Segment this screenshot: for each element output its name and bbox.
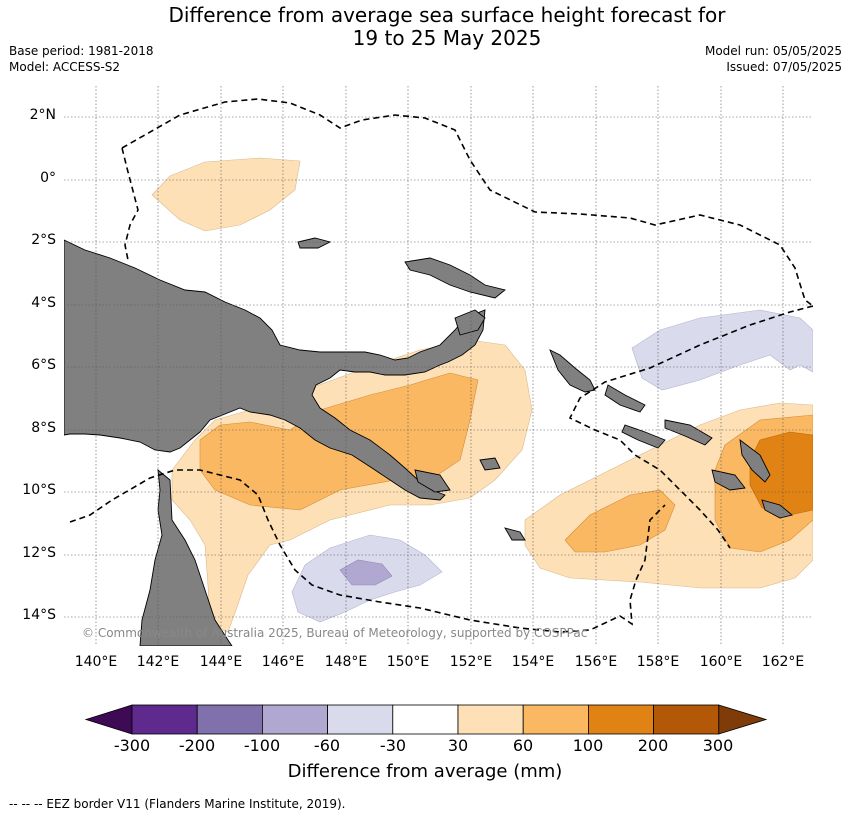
anomaly-neg-60-100: [339, 559, 393, 586]
colorbar-max-extension: [718, 704, 768, 735]
lat-label-14s: 14°S: [22, 607, 56, 623]
cbar-tick-0: -300: [113, 736, 151, 755]
lat-label-4s: 4°S: [31, 295, 56, 311]
eez-legend-note: -- -- -- EEZ border V11 (Flanders Marine…: [9, 797, 346, 811]
lon-label-160e: 160°E: [699, 654, 743, 670]
copyright-notice: © Commonwealth of Australia 2025, Bureau…: [82, 626, 588, 640]
anomaly-coral-min: [339, 559, 393, 586]
rossel: [504, 527, 526, 541]
cbar-tick-9: 300: [702, 736, 734, 755]
cape-york: [139, 468, 233, 646]
issued-date: Issued: 07/05/2025: [726, 60, 842, 74]
cbar-tick-3: -60: [313, 736, 341, 755]
colorbar-bin: [392, 704, 459, 735]
colorbar-min-extension: [84, 704, 133, 735]
anomaly-north-patch: [151, 157, 301, 232]
cbar-tick-6: 60: [512, 736, 534, 755]
colorbar-bin: [522, 704, 589, 735]
title-line-1: Difference from average sea surface heig…: [168, 3, 726, 27]
lat-label-10s: 10°S: [22, 482, 56, 498]
lon-label-152e: 152°E: [449, 654, 493, 670]
anomaly-solomon-max: [749, 431, 813, 516]
vanuatu-north: [739, 438, 771, 483]
colorbar-bin: [327, 704, 394, 735]
cbar-tick-1: -200: [178, 736, 216, 755]
meta-right: Model run: 05/05/2025 Issued: 07/05/2025: [705, 43, 842, 75]
anomaly-100-200: [749, 431, 813, 516]
solomon-island-1: [604, 384, 646, 413]
lon-label-146e: 146°E: [261, 654, 305, 670]
new-ireland-west: [454, 309, 486, 336]
colorbar-bin: [457, 704, 524, 735]
lon-label-150e: 150°E: [386, 654, 430, 670]
lat-label-0: 0°: [40, 170, 56, 186]
cbar-tick-7: 100: [572, 736, 604, 755]
lat-label-2n: 2°N: [29, 107, 56, 123]
lon-label-154e: 154°E: [511, 654, 555, 670]
colorbar-bin: [653, 704, 720, 735]
lon-label-148e: 148°E: [324, 654, 368, 670]
cbar-tick-2: -100: [243, 736, 281, 755]
lon-label-144e: 144°E: [199, 654, 243, 670]
model-run: Model run: 05/05/2025: [704, 44, 842, 58]
manus: [297, 237, 332, 249]
lon-label-140e: 140°E: [74, 654, 118, 670]
lat-label-2s: 2°S: [31, 232, 56, 248]
title-line-2: 19 to 25 May 2025: [352, 26, 542, 50]
new-britain: [404, 257, 506, 299]
vanuatu-mid: [711, 469, 746, 491]
meta-left: Base period: 1981-2018 Model: ACCESS-S2: [9, 43, 154, 75]
cbar-tick-4: -30: [379, 736, 407, 755]
solomon-island-3: [664, 419, 713, 446]
cbar-tick-8: 200: [637, 736, 669, 755]
colorbar-title: Difference from average (mm): [287, 761, 563, 782]
lon-label-162e: 162°E: [761, 654, 805, 670]
louisiade: [479, 457, 501, 471]
d-entrecasteaux: [414, 469, 451, 493]
bougainville: [549, 349, 596, 393]
map-title: Difference from average sea surface heig…: [0, 4, 850, 50]
lon-label-158e: 158°E: [636, 654, 680, 670]
colorbar-bin: [261, 704, 328, 735]
model-name: Model: ACCESS-S2: [9, 60, 121, 74]
lon-label-142e: 142°E: [136, 654, 180, 670]
graticule: [64, 86, 813, 646]
lat-label-8s: 8°S: [31, 420, 56, 436]
colorbar-bin: [588, 704, 655, 735]
colorbar: [84, 704, 768, 735]
lon-label-156e: 156°E: [574, 654, 618, 670]
map-area: [64, 86, 813, 646]
anomaly-bismarck-east: [631, 309, 813, 391]
lat-label-12s: 12°S: [22, 545, 56, 561]
vanuatu-south: [761, 499, 793, 519]
cbar-tick-5: 30: [447, 736, 469, 755]
base-period: Base period: 1981-2018: [9, 44, 154, 58]
colorbar-bin: [196, 704, 263, 735]
lat-label-6s: 6°S: [31, 357, 56, 373]
colorbar-bin: [131, 704, 198, 735]
